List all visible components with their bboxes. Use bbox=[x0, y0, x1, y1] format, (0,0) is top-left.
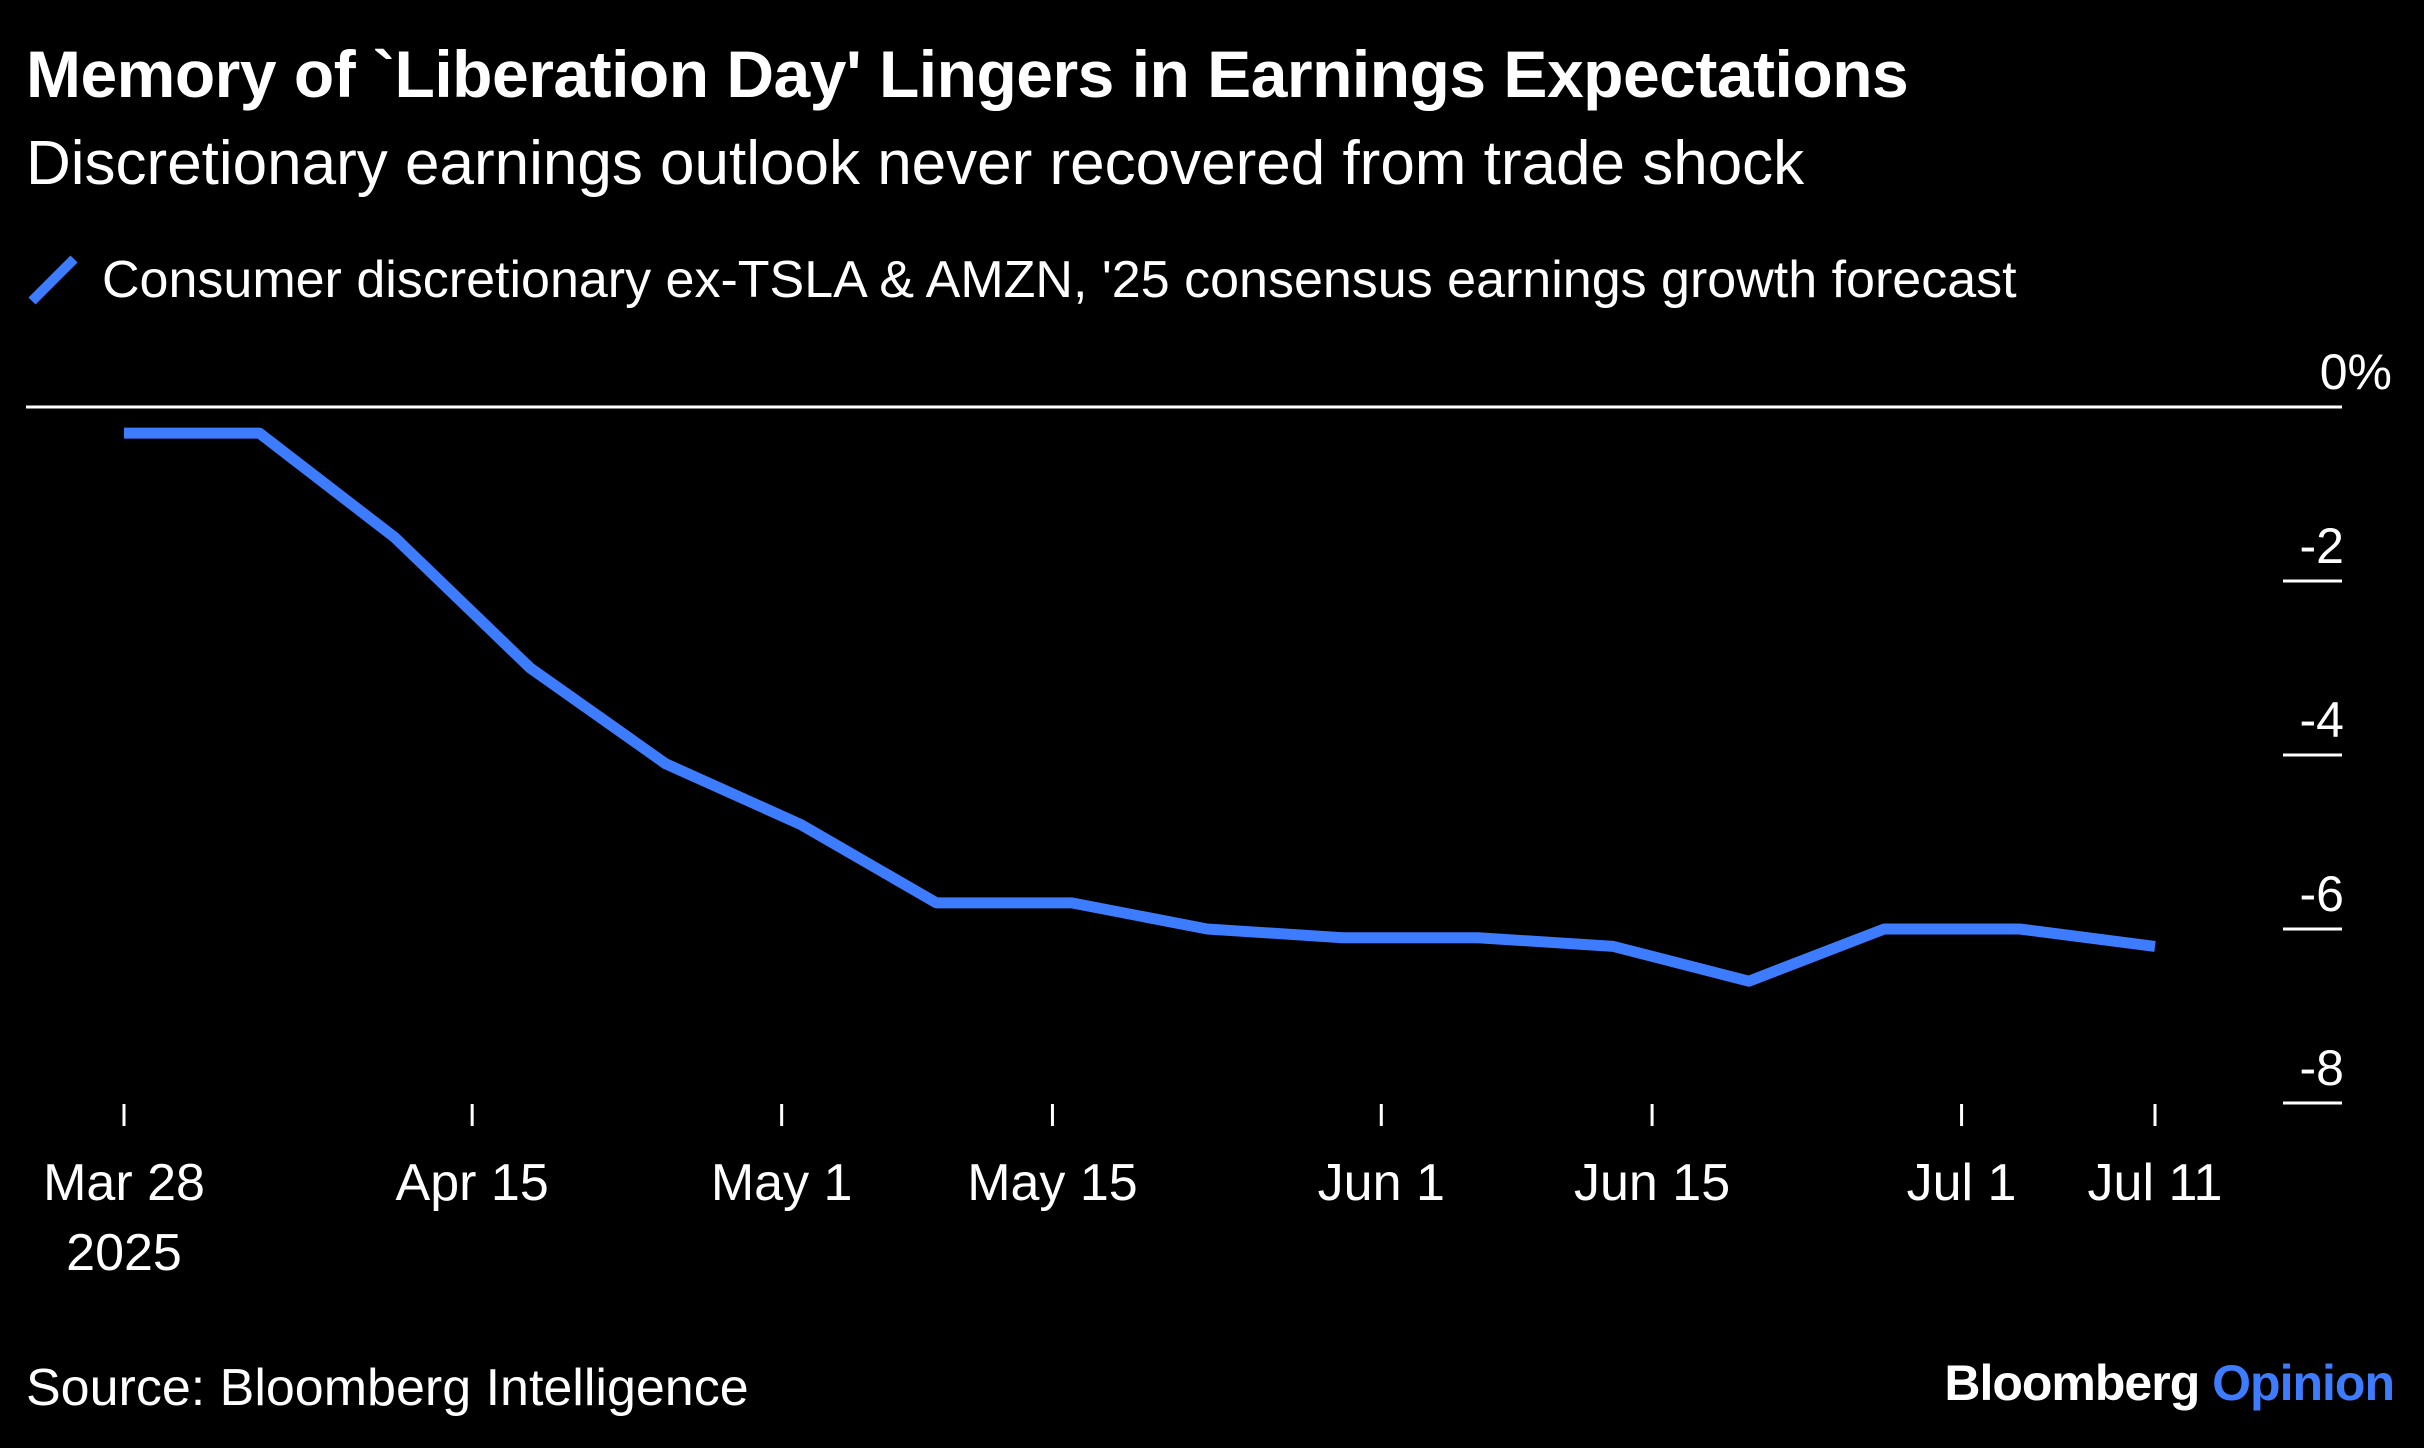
data-point bbox=[394, 537, 395, 538]
series-layer bbox=[124, 427, 2156, 987]
x-tick-label: Jul 11 bbox=[2088, 1154, 2223, 1212]
brand-primary: Bloomberg bbox=[1944, 1355, 2200, 1411]
data-point bbox=[124, 433, 125, 434]
y-axis: 0% -2 -4 -6 -8 bbox=[26, 344, 2392, 1105]
x-tick-label: Jun 1 bbox=[1318, 1154, 1445, 1212]
chart-title: Memory of `Liberation Day' Lingers in Ea… bbox=[26, 37, 1909, 111]
data-point bbox=[530, 668, 531, 669]
x-tick-label: Apr 15 bbox=[396, 1154, 549, 1212]
series-line bbox=[124, 427, 2156, 987]
source-note: Source: Bloomberg Intelligence bbox=[26, 1359, 749, 1417]
x-tick-label: Jun 15 bbox=[1574, 1154, 1730, 1212]
data-point bbox=[2019, 929, 2020, 930]
x-tick-label: May 1 bbox=[711, 1154, 853, 1212]
data-point bbox=[1071, 902, 1072, 903]
legend-label: Consumer discretionary ex-TSLA & AMZN, '… bbox=[102, 251, 2017, 309]
x-tick-label: Mar 28 bbox=[43, 1154, 205, 1212]
x-tick-sublabel: 2025 bbox=[66, 1224, 182, 1282]
data-point bbox=[1207, 929, 1208, 930]
data-point bbox=[665, 763, 666, 764]
legend-swatch bbox=[26, 253, 80, 307]
x-tick-label: May 15 bbox=[967, 1154, 1138, 1212]
y-tick-label: -8 bbox=[2300, 1040, 2344, 1096]
brand-secondary: Opinion bbox=[2212, 1355, 2395, 1411]
chart-subtitle: Discretionary earnings outlook never rec… bbox=[26, 129, 1805, 198]
data-point bbox=[1884, 929, 1885, 930]
data-point bbox=[1478, 937, 1479, 938]
y-tick-label: -6 bbox=[2300, 866, 2344, 922]
y-tick-label: 0% bbox=[2320, 344, 2392, 400]
data-point bbox=[2155, 946, 2156, 947]
x-axis: Mar 28 2025 Apr 15 May 1 May 15 Jun 1 Jun 15 Ju… bbox=[43, 1104, 2222, 1282]
data-point bbox=[1748, 981, 1749, 982]
y-tick-label: -2 bbox=[2300, 518, 2344, 574]
brand-logo: Bloomberg Opinion bbox=[1944, 1354, 2395, 1412]
data-point bbox=[936, 902, 937, 903]
data-point bbox=[801, 824, 802, 825]
data-point bbox=[259, 433, 260, 434]
data-point bbox=[1342, 937, 1343, 938]
data-point bbox=[1613, 946, 1614, 947]
y-tick-label: -4 bbox=[2300, 692, 2344, 748]
legend: Consumer discretionary ex-TSLA & AMZN, '… bbox=[26, 250, 2017, 310]
x-tick-label: Jul 1 bbox=[1907, 1154, 2017, 1212]
